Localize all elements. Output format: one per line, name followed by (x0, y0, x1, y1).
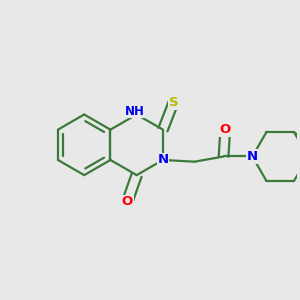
Text: N: N (247, 150, 258, 163)
Text: N: N (158, 154, 169, 166)
Text: O: O (220, 123, 231, 136)
Text: S: S (169, 96, 178, 109)
Text: O: O (122, 196, 133, 208)
Text: NH: NH (125, 104, 145, 118)
